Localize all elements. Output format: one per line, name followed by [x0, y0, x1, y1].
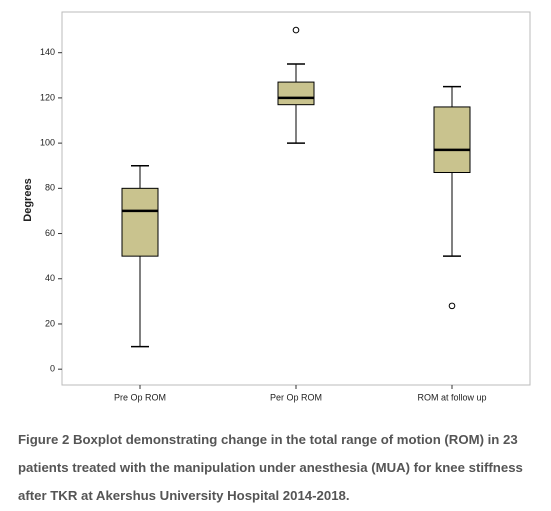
box: [121, 187, 159, 257]
y-tick-label: 100: [40, 137, 55, 147]
outlier: [448, 302, 456, 310]
x-tick-label: ROM at follow up: [417, 392, 486, 402]
y-tick-label: 120: [40, 92, 55, 102]
figure-caption: Figure 2 Boxplot demonstrating change in…: [18, 432, 523, 503]
y-tick-label: 0: [50, 364, 55, 374]
chart: Degrees 0 20 40 60 80 100 120 140 Pre Op ROM Per …: [22, 11, 531, 402]
y-tick-label: 40: [45, 273, 55, 283]
x-tick-label: Pre Op ROM: [114, 392, 166, 402]
outlier: [292, 26, 300, 34]
y-tick-label: 140: [40, 47, 55, 57]
box: [433, 106, 471, 174]
y-tick-label: 20: [45, 318, 55, 328]
y-tick-label: 60: [45, 228, 55, 238]
y-tick-label: 80: [45, 183, 55, 193]
box: [277, 81, 315, 106]
y-axis-label: Degrees: [22, 178, 34, 221]
x-tick-label: Per Op ROM: [270, 392, 322, 402]
